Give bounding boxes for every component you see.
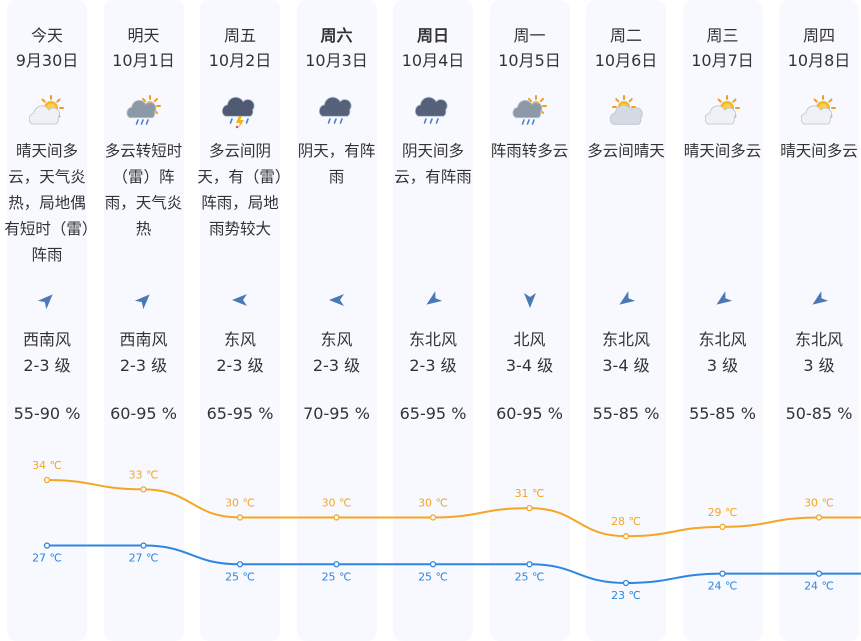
humidity: 70-95 % xyxy=(303,404,370,423)
wind-direction: 东北风 xyxy=(601,330,650,349)
wind-level: 2-3 级 xyxy=(23,356,71,375)
southwest-arrow-icon xyxy=(134,294,150,310)
weather-description: 阵雨转多云 xyxy=(490,142,569,160)
day-column[interactable]: 周三 10月7日晴天间多云东北风 3 级 55-85 % xyxy=(675,0,771,641)
wind-level: 2-3 级 xyxy=(216,356,264,375)
cloud-rain-sun-icon xyxy=(512,95,547,125)
day-label: 今天 xyxy=(30,26,63,45)
wind-direction: 西南风 xyxy=(119,330,168,349)
weather-description: 晴天间多云 xyxy=(780,142,858,160)
weather-description: 多云间晴天 xyxy=(587,142,665,160)
weather-description: 多云转短时（雷）阵雨，天气炎热 xyxy=(104,142,183,238)
rain-cloud-icon xyxy=(318,96,352,124)
weather-description: 晴天间多云，天气炎热，局地偶有短时（雷）阵雨 xyxy=(4,142,90,264)
date-label: 10月3日 xyxy=(305,51,368,70)
humidity: 60-95 % xyxy=(110,404,177,423)
wind-direction: 西南风 xyxy=(22,330,71,349)
humidity: 65-95 % xyxy=(206,404,274,423)
wind-level: 2-3 级 xyxy=(312,356,361,375)
weather-description: 晴天间多云 xyxy=(683,142,762,160)
day-column[interactable]: 周日 10月4日阴天间多云，有阵雨东北风 2-3 级 65-95 % xyxy=(385,0,481,641)
day-label: 周日 xyxy=(416,26,449,45)
weather-description: 多云间阴天，有（雷）阵雨，局地雨势较大 xyxy=(197,142,283,238)
day-column[interactable]: 明天 10月1日多云转短时（雷）阵雨，天气炎热西南风 2-3 级 60-95 % xyxy=(96,0,192,641)
northeast-arrow-icon xyxy=(619,291,636,305)
wind-level: 3 级 xyxy=(803,356,835,375)
date-label: 10月1日 xyxy=(112,51,175,70)
wind-level: 2-3 级 xyxy=(119,356,168,375)
cloud-rain-sun-icon xyxy=(126,95,161,125)
day-label: 周三 xyxy=(706,26,739,45)
weather-description: 阴天，有阵雨 xyxy=(297,142,376,186)
weather-description: 阴天间多云，有阵雨 xyxy=(394,142,472,186)
wind-level: 3 级 xyxy=(706,356,739,375)
wind-direction: 东北风 xyxy=(698,330,747,349)
date-label: 10月5日 xyxy=(498,51,561,70)
day-label: 周二 xyxy=(609,26,642,45)
east-arrow-icon xyxy=(328,294,344,306)
date-label: 10月8日 xyxy=(787,51,851,70)
day-column[interactable]: 周五 10月2日多云间阴天，有（雷）阵雨，局地雨势较大东风 2-3 级 65-95 % xyxy=(192,0,288,641)
date-label: 10月6日 xyxy=(594,51,658,70)
date-label: 10月2日 xyxy=(208,51,272,70)
humidity: 55-90 % xyxy=(13,404,81,423)
day-column[interactable]: 周六 10月3日阴天，有阵雨东风 2-3 级 70-95 % xyxy=(289,0,385,641)
southwest-arrow-icon xyxy=(37,294,53,310)
sun-cloud-icon xyxy=(801,95,836,125)
rain-cloud-icon xyxy=(415,96,448,124)
day-label: 周四 xyxy=(802,26,835,45)
northeast-arrow-icon xyxy=(715,291,732,305)
east-arrow-icon xyxy=(232,294,247,306)
humidity: 55-85 % xyxy=(592,404,660,423)
day-label: 周六 xyxy=(320,26,353,45)
thunderstorm-icon xyxy=(222,96,255,129)
humidity: 65-95 % xyxy=(399,404,467,423)
wind-direction: 北风 xyxy=(513,330,546,349)
humidity: 55-85 % xyxy=(689,404,756,423)
day-column[interactable]: 周一 10月5日阵雨转多云北风 3-4 级 60-95 % xyxy=(482,0,578,641)
day-label: 周五 xyxy=(223,26,256,45)
sun-cloud-icon xyxy=(704,95,740,125)
sun-cloud-icon xyxy=(29,95,64,125)
wind-direction: 东北风 xyxy=(794,330,843,349)
wind-direction: 东风 xyxy=(223,330,256,349)
wind-level: 2-3 级 xyxy=(409,356,457,375)
date-label: 10月4日 xyxy=(401,51,465,70)
northeast-arrow-icon xyxy=(812,291,829,305)
humidity: 60-95 % xyxy=(496,404,563,423)
day-label: 明天 xyxy=(127,26,160,45)
humidity: 50-85 % xyxy=(785,404,853,423)
date-label: 10月7日 xyxy=(691,51,754,70)
day-column[interactable]: 周四 10月8日晴天间多云东北风 3 级 50-85 % xyxy=(771,0,861,641)
sun-behind-cloud-icon xyxy=(609,95,643,125)
wind-level: 3-4 级 xyxy=(505,356,554,375)
wind-direction: 东风 xyxy=(320,330,353,349)
date-label: 9月30日 xyxy=(15,51,79,70)
wind-level: 3-4 级 xyxy=(602,356,650,375)
day-column[interactable]: 今天 9月30日晴天间多云，天气炎热，局地偶有短时（雷）阵雨西南风 2-3 级 55-… xyxy=(0,0,95,641)
wind-direction: 东北风 xyxy=(408,330,457,349)
north-arrow-icon xyxy=(523,293,536,308)
day-column[interactable]: 周二 10月6日多云间晴天东北风 3-4 级 55-85 % xyxy=(578,0,674,641)
day-label: 周一 xyxy=(513,26,546,45)
northeast-arrow-icon xyxy=(426,291,443,305)
